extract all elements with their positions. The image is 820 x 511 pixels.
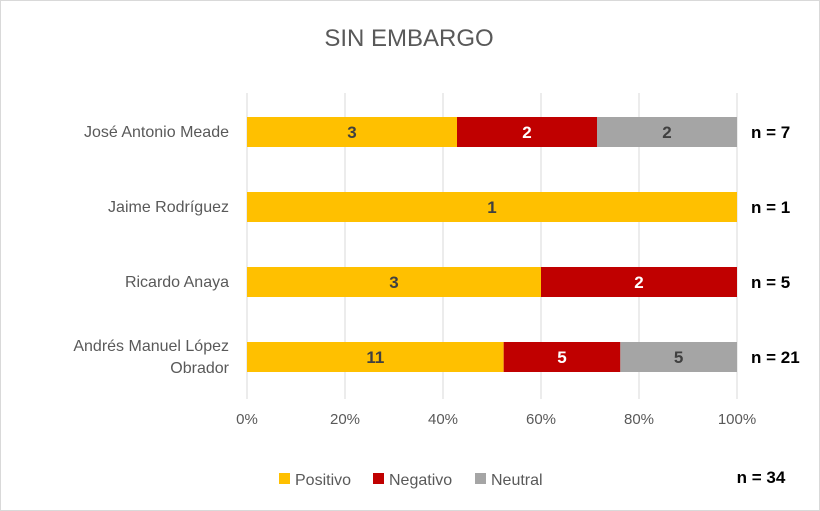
- x-tick-label: 80%: [624, 411, 654, 428]
- data-label: 5: [557, 348, 566, 367]
- data-label: 5: [674, 348, 683, 367]
- bar-segment-positivo: [247, 342, 504, 372]
- data-label: 1: [487, 198, 496, 217]
- x-tick-label: 60%: [526, 411, 556, 428]
- category-labels: José Antonio Meade Jaime Rodríguez Ricardo…: [73, 124, 229, 377]
- data-label: 2: [522, 123, 531, 142]
- bar-segment-neutral: [620, 342, 737, 372]
- bars: 3 2 2 1 3 2 11 5 5: [247, 117, 737, 372]
- data-label: 2: [634, 273, 643, 292]
- bar-segment-negativo: [503, 342, 621, 372]
- x-tick-label: 40%: [428, 411, 458, 428]
- total-label: n = 1: [751, 198, 790, 217]
- legend-label: Negativo: [389, 472, 452, 489]
- x-axis-ticks: 0% 20% 40% 60% 80% 100%: [236, 411, 756, 428]
- overall-total-label: n = 34: [737, 468, 786, 487]
- bar-segment-negativo: [541, 267, 737, 297]
- data-label: 3: [347, 123, 356, 142]
- data-label: 11: [366, 348, 384, 367]
- bar-segment-positivo: [247, 267, 541, 297]
- x-tick-label: 100%: [718, 411, 756, 428]
- category-label: José Antonio Meade: [84, 124, 229, 141]
- x-tick-label: 20%: [330, 411, 360, 428]
- bar-segment-neutral: [597, 117, 737, 147]
- legend-label: Neutral: [491, 472, 543, 489]
- data-label: 2: [662, 123, 671, 142]
- legend-swatch: [475, 473, 486, 484]
- legend-swatch: [373, 473, 384, 484]
- category-label: Jaime Rodríguez: [108, 199, 229, 216]
- legend-swatch: [279, 473, 290, 484]
- category-label: Andrés Manuel López: [73, 338, 229, 355]
- category-label: Ricardo Anaya: [125, 274, 229, 291]
- legend-label: Positivo: [295, 472, 351, 489]
- total-label: n = 7: [751, 123, 790, 142]
- legend: Positivo Negativo Neutral: [279, 472, 543, 489]
- total-label: n = 5: [751, 273, 790, 292]
- bar-segment-positivo: [247, 117, 457, 147]
- x-tick-label: 0%: [236, 411, 258, 428]
- bar-segment-negativo: [457, 117, 597, 147]
- category-label: Obrador: [170, 360, 229, 377]
- bar-segment-positivo: [247, 192, 737, 222]
- data-label: 3: [389, 273, 398, 292]
- total-label: n = 21: [751, 348, 800, 367]
- total-labels: n = 7 n = 1 n = 5 n = 21: [751, 123, 800, 367]
- chart-title: SIN EMBARGO: [324, 25, 493, 52]
